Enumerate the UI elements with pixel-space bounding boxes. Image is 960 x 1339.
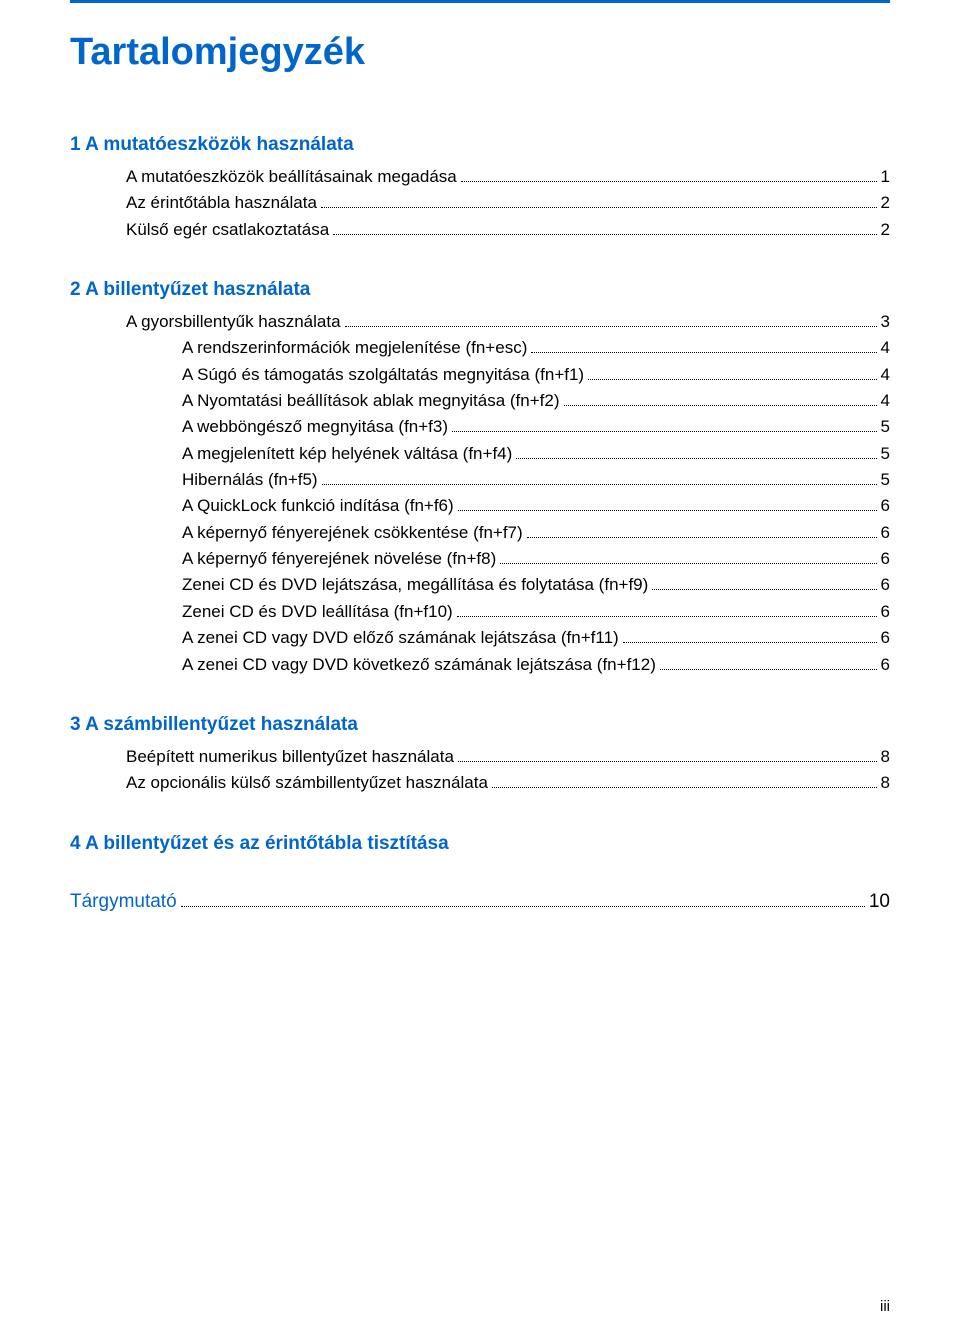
toc-entry-page: 6 bbox=[881, 493, 890, 519]
toc-section: 2 A billentyűzet használata A gyorsbillen… bbox=[70, 279, 890, 678]
toc-section: 1 A mutatóeszközök használata A mutatóesz… bbox=[70, 134, 890, 243]
toc-entry-page: 5 bbox=[881, 441, 890, 467]
toc-entry-page: 2 bbox=[881, 190, 890, 216]
index-label[interactable]: Tárgymutató bbox=[70, 891, 177, 913]
leader-dots bbox=[588, 379, 876, 380]
toc-entry-label: Külső egér csatlakoztatása bbox=[126, 217, 329, 243]
toc-entry-page: 6 bbox=[881, 652, 890, 678]
toc-entry-label: A mutatóeszközök beállításainak megadása bbox=[126, 164, 457, 190]
toc-entry[interactable]: A mutatóeszközök beállításainak megadása… bbox=[70, 164, 890, 190]
toc-entry[interactable]: Beépített numerikus billentyűzet használ… bbox=[70, 744, 890, 770]
toc-entry[interactable]: A képernyő fényerejének növelése (fn+f8)… bbox=[70, 546, 890, 572]
toc-entry[interactable]: Az opcionális külső számbillentyűzet has… bbox=[70, 770, 890, 796]
toc-entry-page: 6 bbox=[881, 546, 890, 572]
toc-entry-label: A képernyő fényerejének csökkentése (fn+… bbox=[182, 520, 523, 546]
toc-entry[interactable]: Zenei CD és DVD leállítása (fn+f10) 6 bbox=[70, 599, 890, 625]
toc-entry-page: 8 bbox=[881, 770, 890, 796]
toc-entry[interactable]: Hibernálás (fn+f5) 5 bbox=[70, 467, 890, 493]
toc-entry-label: A Súgó és támogatás szolgáltatás megnyit… bbox=[182, 362, 584, 388]
section-heading-4: 4 A billentyűzet és az érintőtábla tiszt… bbox=[70, 833, 890, 855]
leader-dots bbox=[660, 669, 877, 670]
index-page: 10 bbox=[869, 891, 890, 913]
page-title: Tartalomjegyzék bbox=[70, 31, 890, 74]
toc-entry[interactable]: Külső egér csatlakoztatása 2 bbox=[70, 217, 890, 243]
toc-entry-page: 6 bbox=[881, 625, 890, 651]
toc-entry[interactable]: Zenei CD és DVD lejátszása, megállítása … bbox=[70, 572, 890, 598]
section-heading: 2 A billentyűzet használata bbox=[70, 279, 890, 301]
top-rule bbox=[70, 0, 890, 3]
toc-entry-label: A zenei CD vagy DVD következő számának l… bbox=[182, 652, 656, 678]
toc-entry-page: 3 bbox=[881, 309, 890, 335]
toc-entry-page: 4 bbox=[881, 362, 890, 388]
leader-dots bbox=[531, 352, 876, 353]
toc-entry-page: 4 bbox=[881, 388, 890, 414]
toc-entry-page: 4 bbox=[881, 335, 890, 361]
toc-entry[interactable]: A zenei CD vagy DVD következő számának l… bbox=[70, 652, 890, 678]
toc-entry-page: 8 bbox=[881, 744, 890, 770]
toc-entry-label: Zenei CD és DVD lejátszása, megállítása … bbox=[182, 572, 648, 598]
toc-entry-label: A Nyomtatási beállítások ablak megnyitás… bbox=[182, 388, 560, 414]
leader-dots bbox=[458, 510, 877, 511]
toc-entry-label: A gyorsbillentyűk használata bbox=[126, 309, 341, 335]
toc-entry-page: 2 bbox=[881, 217, 890, 243]
toc-entry-label: A rendszerinformációk megjelenítése (fn+… bbox=[182, 335, 527, 361]
section-heading: 3 A számbillentyűzet használata bbox=[70, 714, 890, 736]
leader-dots bbox=[527, 537, 877, 538]
toc-entry-label: A zenei CD vagy DVD előző számának leját… bbox=[182, 625, 619, 651]
toc-entry-page: 1 bbox=[881, 164, 890, 190]
toc-entry[interactable]: A rendszerinformációk megjelenítése (fn+… bbox=[70, 335, 890, 361]
toc-entry-label: A megjelenített kép helyének váltása (fn… bbox=[182, 441, 512, 467]
toc-entry-label: Beépített numerikus billentyűzet használ… bbox=[126, 744, 454, 770]
toc-entry[interactable]: A zenei CD vagy DVD előző számának leját… bbox=[70, 625, 890, 651]
leader-dots bbox=[322, 484, 877, 485]
toc-entry[interactable]: A képernyő fényerejének csökkentése (fn+… bbox=[70, 520, 890, 546]
toc-entry-page: 5 bbox=[881, 414, 890, 440]
toc-entry-page: 6 bbox=[881, 599, 890, 625]
toc-entry[interactable]: A gyorsbillentyűk használata 3 bbox=[70, 309, 890, 335]
leader-dots bbox=[623, 642, 877, 643]
leader-dots bbox=[492, 787, 877, 788]
index-entry: Tárgymutató 10 bbox=[70, 891, 890, 913]
toc-entry[interactable]: Az érintőtábla használata 2 bbox=[70, 190, 890, 216]
toc-entry-label: Hibernálás (fn+f5) bbox=[182, 467, 318, 493]
section-heading: 1 A mutatóeszközök használata bbox=[70, 134, 890, 156]
leader-dots bbox=[652, 589, 876, 590]
toc-entry-label: A webböngésző megnyitása (fn+f3) bbox=[182, 414, 448, 440]
leader-dots bbox=[457, 616, 877, 617]
toc-entry-page: 6 bbox=[881, 520, 890, 546]
leader-dots bbox=[461, 181, 877, 182]
toc-section: 3 A számbillentyűzet használata Beépített… bbox=[70, 714, 890, 797]
toc-entry[interactable]: A megjelenített kép helyének váltása (fn… bbox=[70, 441, 890, 467]
toc-entry-label: A képernyő fényerejének növelése (fn+f8) bbox=[182, 546, 496, 572]
page-number: iii bbox=[880, 1298, 890, 1315]
toc-sections: 1 A mutatóeszközök használata A mutatóesz… bbox=[70, 134, 890, 797]
leader-dots bbox=[564, 405, 877, 406]
leader-dots bbox=[321, 207, 877, 208]
leader-dots bbox=[458, 761, 877, 762]
leader-dots bbox=[181, 906, 865, 907]
leader-dots bbox=[452, 431, 877, 432]
toc-entry-label: A QuickLock funkció indítása (fn+f6) bbox=[182, 493, 454, 519]
toc-entry[interactable]: A Súgó és támogatás szolgáltatás megnyit… bbox=[70, 362, 890, 388]
toc-entry-label: Az opcionális külső számbillentyűzet has… bbox=[126, 770, 488, 796]
toc-entry[interactable]: A QuickLock funkció indítása (fn+f6) 6 bbox=[70, 493, 890, 519]
toc-entry[interactable]: A webböngésző megnyitása (fn+f3) 5 bbox=[70, 414, 890, 440]
leader-dots bbox=[516, 458, 876, 459]
toc-entry-page: 6 bbox=[881, 572, 890, 598]
leader-dots bbox=[345, 326, 877, 327]
toc-entry-page: 5 bbox=[881, 467, 890, 493]
toc-entry-label: Zenei CD és DVD leállítása (fn+f10) bbox=[182, 599, 453, 625]
toc-entry-label: Az érintőtábla használata bbox=[126, 190, 317, 216]
leader-dots bbox=[333, 234, 876, 235]
toc-entry[interactable]: A Nyomtatási beállítások ablak megnyitás… bbox=[70, 388, 890, 414]
leader-dots bbox=[500, 563, 876, 564]
